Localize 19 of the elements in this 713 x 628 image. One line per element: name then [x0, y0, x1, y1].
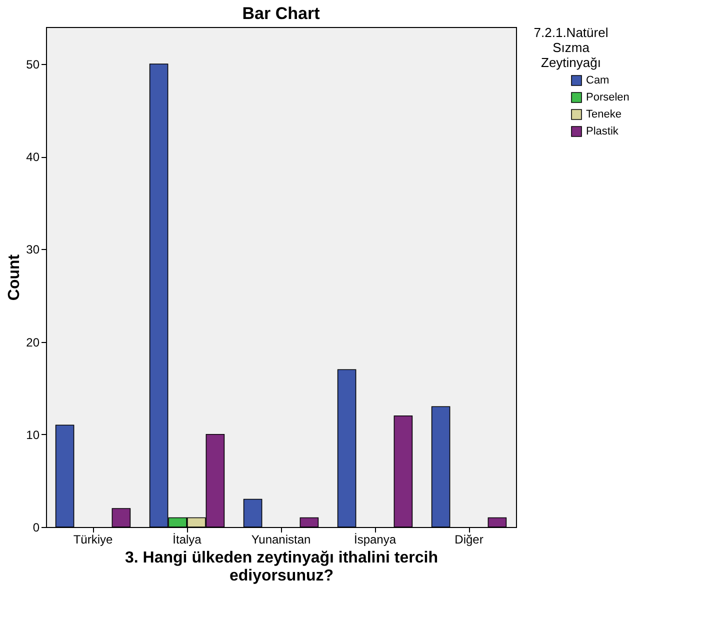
x-tick-label: Türkiye [73, 532, 113, 546]
y-tick-label: 20 [26, 335, 40, 350]
legend-label: Porselen [586, 92, 630, 104]
y-tick-label: 40 [26, 150, 40, 164]
x-tick-label: Yunanistan [251, 532, 311, 546]
y-tick-label: 10 [26, 428, 40, 442]
legend-title: 7.2.1.Natürel Sızma Zeytinyağı [534, 25, 608, 70]
x-tick-label: Diğer [454, 532, 484, 546]
legend-label: Cam [586, 74, 610, 86]
x-tick-label: İtalya [172, 532, 202, 546]
y-tick-label: 50 [26, 58, 40, 72]
y-axis-title: Count [6, 254, 24, 301]
x-tick-label: İspanya [354, 532, 396, 546]
legend-label: Teneke [586, 108, 622, 120]
y-tick-label: 0 [32, 520, 40, 534]
y-tick-label: 30 [26, 242, 40, 257]
legend-label: Plastik [586, 126, 619, 138]
chart-title: Bar Chart [242, 4, 320, 23]
x-axis-title: 3. Hangi ülkeden zeytinyağı ithalini tercih ediyorsunuz? [125, 550, 438, 584]
